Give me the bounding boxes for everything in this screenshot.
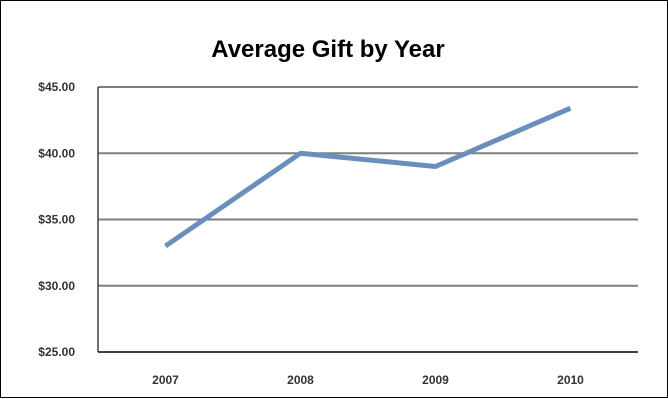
x-tick-label: 2010 [557, 373, 584, 387]
x-tick-label: 2009 [422, 373, 449, 387]
y-axis-ticks: $25.00 $30.00 $35.00 $40.00 $45.00 [38, 80, 75, 359]
gridlines [97, 86, 638, 353]
y-tick-label: $25.00 [38, 345, 75, 359]
x-axis-ticks: 2007 2008 2009 2010 [152, 373, 584, 387]
chart-title: Average Gift by Year [211, 36, 444, 63]
x-tick-label: 2008 [287, 373, 314, 387]
x-tick-label: 2007 [152, 373, 179, 387]
y-tick-label: $30.00 [38, 279, 75, 293]
series-lines [164, 105, 572, 249]
y-tick-label: $35.00 [38, 213, 75, 227]
y-tick-label: $40.00 [38, 146, 75, 160]
series-line [164, 105, 572, 249]
y-tick-label: $45.00 [38, 80, 75, 94]
